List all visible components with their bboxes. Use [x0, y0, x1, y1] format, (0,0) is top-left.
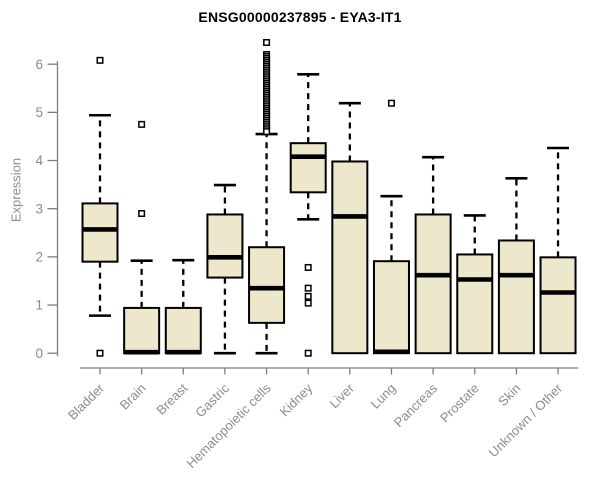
- x-axis-label-kidney: Kidney: [277, 380, 316, 419]
- box-rect: [206, 213, 244, 279]
- outlier-point: [138, 210, 146, 218]
- boxplot-unknown-other: [539, 146, 577, 355]
- outlier-point: [304, 263, 312, 271]
- x-axis-label-bladder: Bladder: [65, 380, 108, 423]
- outlier-point: [263, 39, 271, 47]
- boxplot-kidney: [289, 72, 327, 357]
- x-axis-label-prostate: Prostate: [437, 381, 482, 426]
- boxplot-breast: [164, 258, 202, 355]
- outlier-point: [263, 128, 271, 136]
- boxplot-pancreas: [414, 155, 452, 355]
- x-axis-label-skin: Skin: [495, 381, 523, 409]
- x-axis-label-lung: Lung: [368, 381, 399, 412]
- box-rect: [164, 306, 202, 355]
- x-axis-label-pancreas: Pancreas: [391, 380, 441, 430]
- boxplot-liver: [331, 101, 369, 355]
- box-rect: [497, 239, 535, 355]
- chart-title: ENSG00000237895 - EYA3-IT1: [198, 9, 402, 25]
- y-axis-tick-label: 3: [35, 201, 43, 216]
- outlier-point: [96, 56, 104, 64]
- y-axis-tick-label: 6: [35, 57, 43, 72]
- y-axis-tick-label: 5: [35, 105, 43, 120]
- outlier-point: [96, 349, 104, 357]
- box-rect: [248, 246, 286, 324]
- box-rect: [456, 253, 494, 355]
- box-rect: [81, 202, 119, 263]
- outlier-point: [304, 299, 312, 307]
- boxplot-bladder: [81, 56, 119, 357]
- x-axis-label-liver: Liver: [326, 380, 357, 411]
- x-axis-label-breast: Breast: [153, 380, 190, 417]
- box-rect: [123, 306, 161, 355]
- y-axis-tick-label: 2: [35, 249, 43, 264]
- y-axis-tick-label: 4: [35, 153, 43, 168]
- y-axis-tick-label: 0: [35, 346, 43, 361]
- x-axis-label-unknown-other: Unknown / Other: [486, 380, 566, 460]
- outlier-point: [304, 284, 312, 292]
- outlier-point: [387, 99, 395, 107]
- box-rect: [414, 213, 452, 355]
- box-rect: [539, 256, 577, 355]
- boxplot-skin: [497, 177, 535, 355]
- box-rect: [289, 142, 327, 194]
- x-axis-label-gastric: Gastric: [192, 380, 232, 420]
- boxplot-prostate: [456, 214, 494, 355]
- boxplot-brain: [123, 120, 161, 355]
- boxplot-lung: [372, 99, 410, 355]
- box-rect: [331, 160, 369, 355]
- box-rect: [372, 260, 410, 355]
- boxplot-gastric: [206, 183, 244, 355]
- outlier-point: [304, 349, 312, 357]
- x-axis-label-brain: Brain: [117, 381, 149, 413]
- outlier-point: [304, 292, 312, 300]
- boxplot-hematopoietic-cells: [248, 39, 286, 355]
- outlier-point: [138, 120, 146, 128]
- y-axis-tick-label: 1: [35, 298, 43, 313]
